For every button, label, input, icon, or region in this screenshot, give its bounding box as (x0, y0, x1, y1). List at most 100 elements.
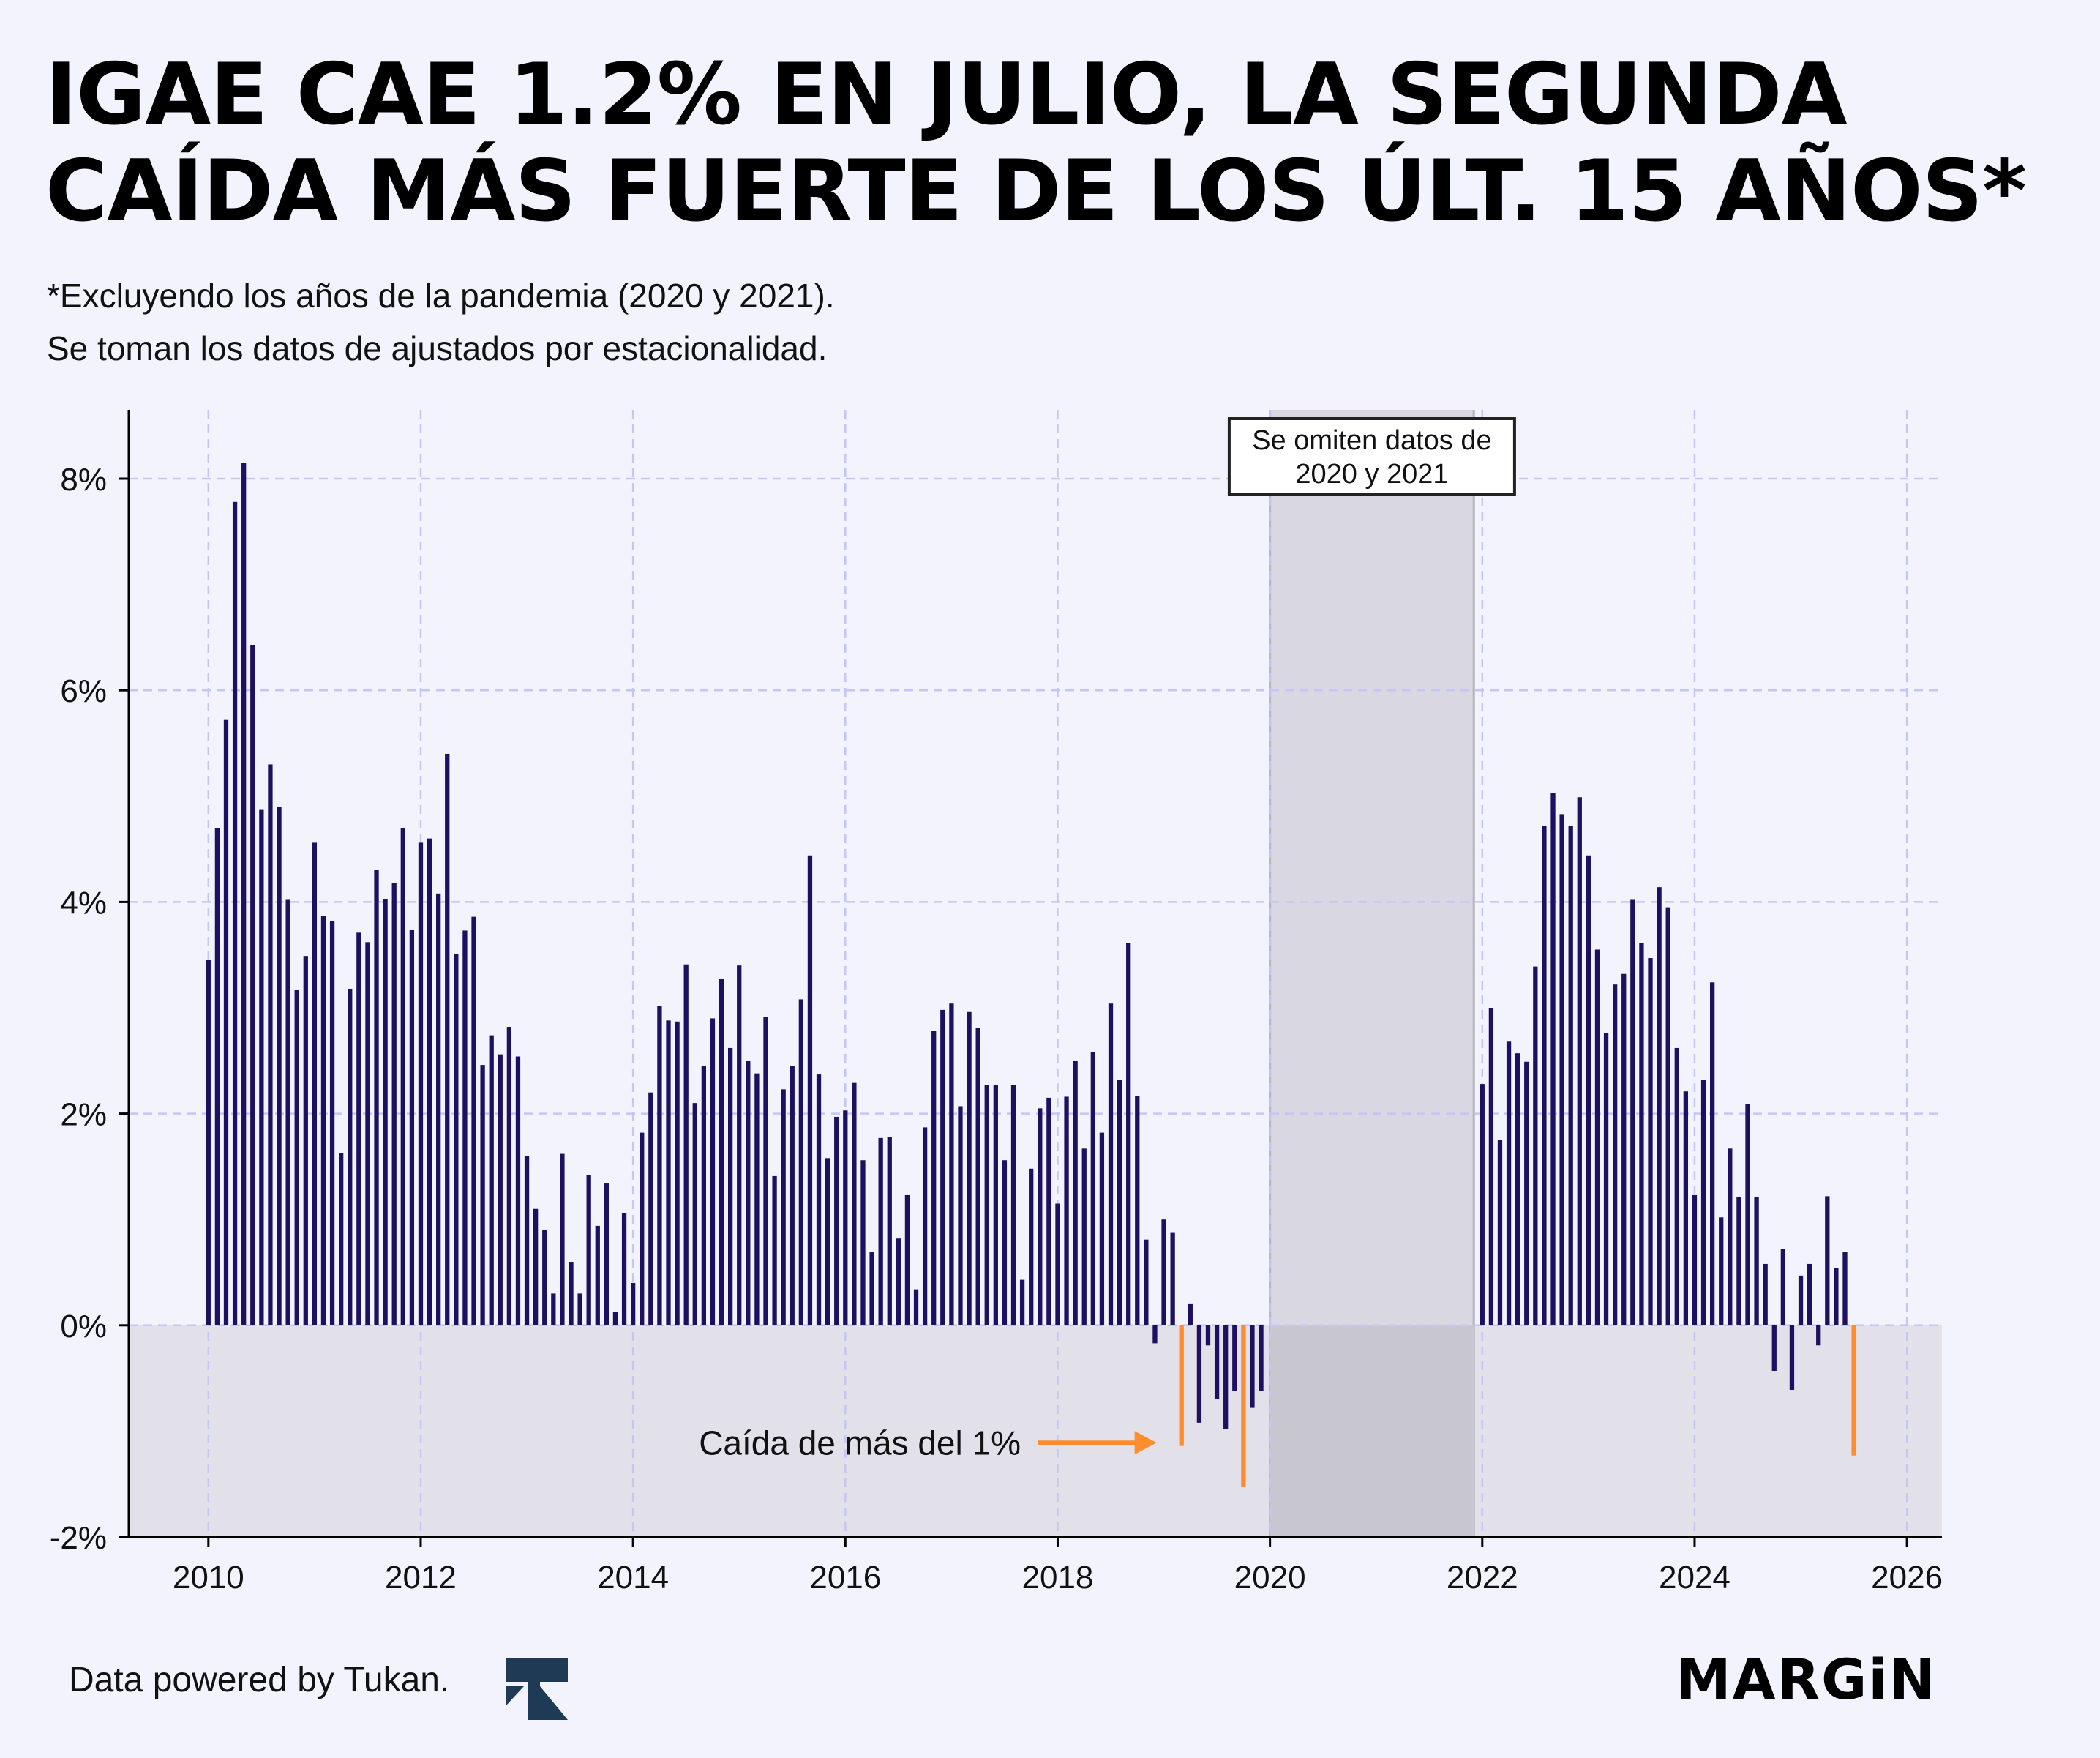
bar (1117, 1080, 1122, 1325)
bar (241, 463, 247, 1325)
bar (790, 1066, 795, 1325)
bar (1807, 1263, 1812, 1325)
bar (348, 988, 353, 1325)
bar (250, 645, 255, 1325)
bar (843, 1110, 848, 1325)
x-tick-label: 2018 (1022, 1560, 1094, 1596)
annotation-arrow-head (1134, 1431, 1157, 1455)
bar (896, 1238, 901, 1325)
bar (515, 1056, 521, 1325)
bar (737, 965, 742, 1325)
bar (1665, 907, 1670, 1325)
bar (958, 1106, 963, 1325)
bar (409, 929, 415, 1325)
bar (1692, 1194, 1698, 1325)
bar (913, 1289, 919, 1325)
bar (816, 1074, 822, 1325)
y-tick-label: 2% (60, 1097, 107, 1133)
bar (1700, 1080, 1706, 1325)
bar (436, 893, 441, 1325)
omitted-negative-region (1270, 1325, 1474, 1537)
bar (1205, 1325, 1211, 1346)
data-credit: Data powered by Tukan. (69, 1661, 450, 1699)
bar (1736, 1197, 1741, 1325)
bar (683, 964, 689, 1325)
bar (640, 1132, 645, 1325)
bar (1232, 1325, 1237, 1391)
bar (586, 1175, 591, 1325)
omitted-period-label-box (1227, 417, 1516, 496)
bar (1010, 1085, 1016, 1325)
bar (878, 1137, 883, 1325)
bar (984, 1085, 989, 1325)
bar (763, 1017, 768, 1325)
bar (1728, 1148, 1733, 1325)
bars-layer (206, 463, 1856, 1488)
bar (975, 1028, 980, 1325)
bar (648, 1092, 653, 1325)
bar (320, 916, 326, 1325)
bar-highlight (1179, 1325, 1184, 1446)
bar (569, 1262, 574, 1325)
bar (1506, 1041, 1512, 1325)
x-tick-label: 2012 (385, 1560, 457, 1596)
x-tick-label: 2014 (597, 1560, 669, 1596)
bar (1621, 973, 1627, 1325)
bar (1754, 1197, 1759, 1325)
bar (887, 1137, 892, 1325)
omitted-period-label: Se omiten datos de (1252, 425, 1491, 456)
bar (595, 1225, 600, 1325)
bar (1144, 1239, 1149, 1325)
bar (312, 842, 318, 1325)
bar (462, 930, 468, 1325)
bar (391, 883, 397, 1325)
bar (807, 855, 813, 1325)
x-tick-label: 2020 (1234, 1560, 1306, 1596)
bar (259, 809, 264, 1325)
bar (383, 899, 388, 1325)
bar (904, 1194, 910, 1325)
bar (1152, 1325, 1158, 1344)
bar (1029, 1168, 1034, 1325)
bar (1196, 1325, 1202, 1423)
bar (1603, 1033, 1609, 1325)
bar (374, 870, 379, 1325)
bar (1789, 1325, 1795, 1391)
bar (1135, 1096, 1140, 1325)
bar (480, 1065, 485, 1325)
subtitle-line-2: Se toman los datos de ajustados por esta… (47, 329, 828, 367)
bar (692, 1103, 697, 1325)
bar (1745, 1104, 1750, 1325)
bar-highlight (1241, 1325, 1246, 1488)
bar (1798, 1275, 1804, 1325)
bar (1577, 797, 1582, 1325)
x-tick-label: 2016 (809, 1560, 881, 1596)
y-tick-label: 8% (60, 462, 107, 498)
bar (852, 1082, 857, 1325)
bar (356, 932, 361, 1325)
bar (1586, 855, 1591, 1325)
bar (1648, 958, 1653, 1325)
bar (1709, 982, 1715, 1325)
bar (727, 1047, 733, 1325)
bar (1038, 1108, 1043, 1325)
chart-title: IGAE CAE 1.2% EN JULIO, LA SEGUNDA CAÍDA… (45, 45, 2027, 241)
bar (577, 1293, 582, 1325)
bar (967, 1011, 972, 1325)
bar (1568, 826, 1573, 1325)
bar (365, 942, 370, 1325)
bar (869, 1252, 874, 1325)
bar (498, 1054, 503, 1325)
bar (657, 1006, 662, 1325)
axis-layer: -2% 0% 2% 4% 6% 8% 2010 2012 2014 2016 2018 2020 202… (50, 410, 1943, 1596)
bar (489, 1035, 494, 1325)
chart-subtitle: *Excluyendo los años de la pandemia (202… (47, 269, 835, 375)
bar (701, 1066, 707, 1325)
bar (268, 764, 273, 1325)
bar (621, 1213, 627, 1325)
negative-region (129, 1325, 1942, 1537)
bar (294, 990, 299, 1325)
bar (719, 979, 724, 1325)
bar (454, 954, 459, 1325)
x-tick-label: 2026 (1871, 1560, 1943, 1596)
